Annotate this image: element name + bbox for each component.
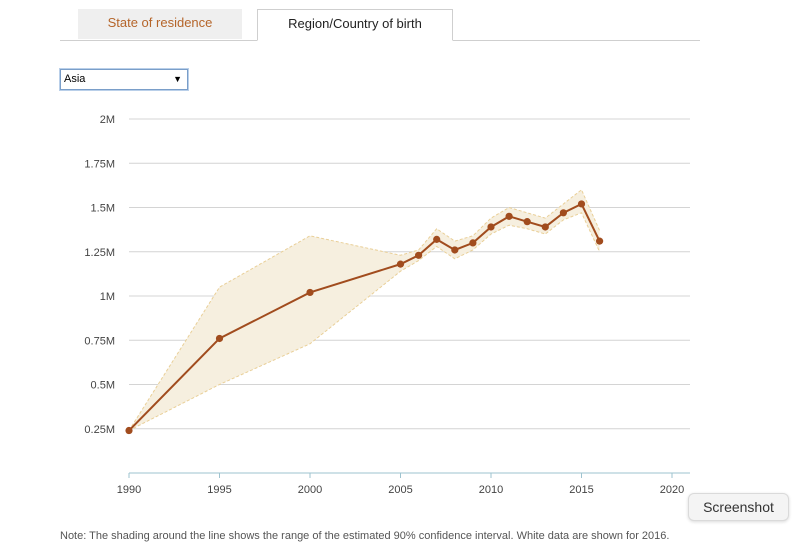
screenshot-button[interactable]: Screenshot [688,493,789,521]
tab-region-country-of-birth[interactable]: Region/Country of birth [257,9,453,41]
data-point [487,223,495,231]
y-tick-label: 1.5M [91,203,115,215]
data-point [306,288,314,297]
data-point [433,235,441,243]
lower-bound-line [128,212,601,431]
chart-note: Note: The shading around the line shows … [60,530,670,542]
data-point [451,246,459,254]
y-tick-label: 0.75M [84,335,115,347]
data-point [469,239,477,247]
x-axis [128,472,690,478]
chevron-down-icon: ▼ [173,74,182,84]
data-point [396,260,405,268]
data-point [125,426,133,435]
y-tick-label: 1M [100,291,115,303]
data-point [505,212,513,220]
x-tick-label: 1995 [207,484,231,496]
x-tick-label: 2015 [569,484,593,496]
data-point [541,223,549,231]
y-tick-label: 2M [100,114,115,126]
x-tick-label: 1990 [117,484,141,496]
tab-state-of-residence[interactable]: State of residence [78,9,242,39]
data-point [415,251,423,259]
y-tick-label: 0.5M [91,380,115,392]
series-polyline [128,202,601,432]
y-tick-label: 1.25M [84,247,115,259]
x-tick-label: 2010 [479,484,503,496]
data-point [559,209,568,217]
tick-labels: 0.25M 0.5M 0.75M 1M 1.25M 1.5M 1.75M 2M 1990 1995… [84,114,684,496]
confidence-band [128,189,601,431]
data-points [125,200,604,435]
data-point [596,237,604,245]
y-tick-label: 1.75M [84,158,115,170]
x-tick-label: 2005 [388,484,412,496]
data-point [215,334,224,343]
region-select[interactable]: Asia ▼ [60,69,188,90]
data-point [577,200,586,208]
data-point [523,218,531,226]
y-tick-label: 0.25M [84,424,115,436]
region-select-value: Asia [64,73,86,85]
x-tick-label: 2000 [298,484,322,496]
tab-bar: State of residence Region/Country of bir… [60,9,700,41]
series-line [128,202,601,432]
x-tick-label: 2020 [660,484,684,496]
confidence-band-area [129,189,600,431]
